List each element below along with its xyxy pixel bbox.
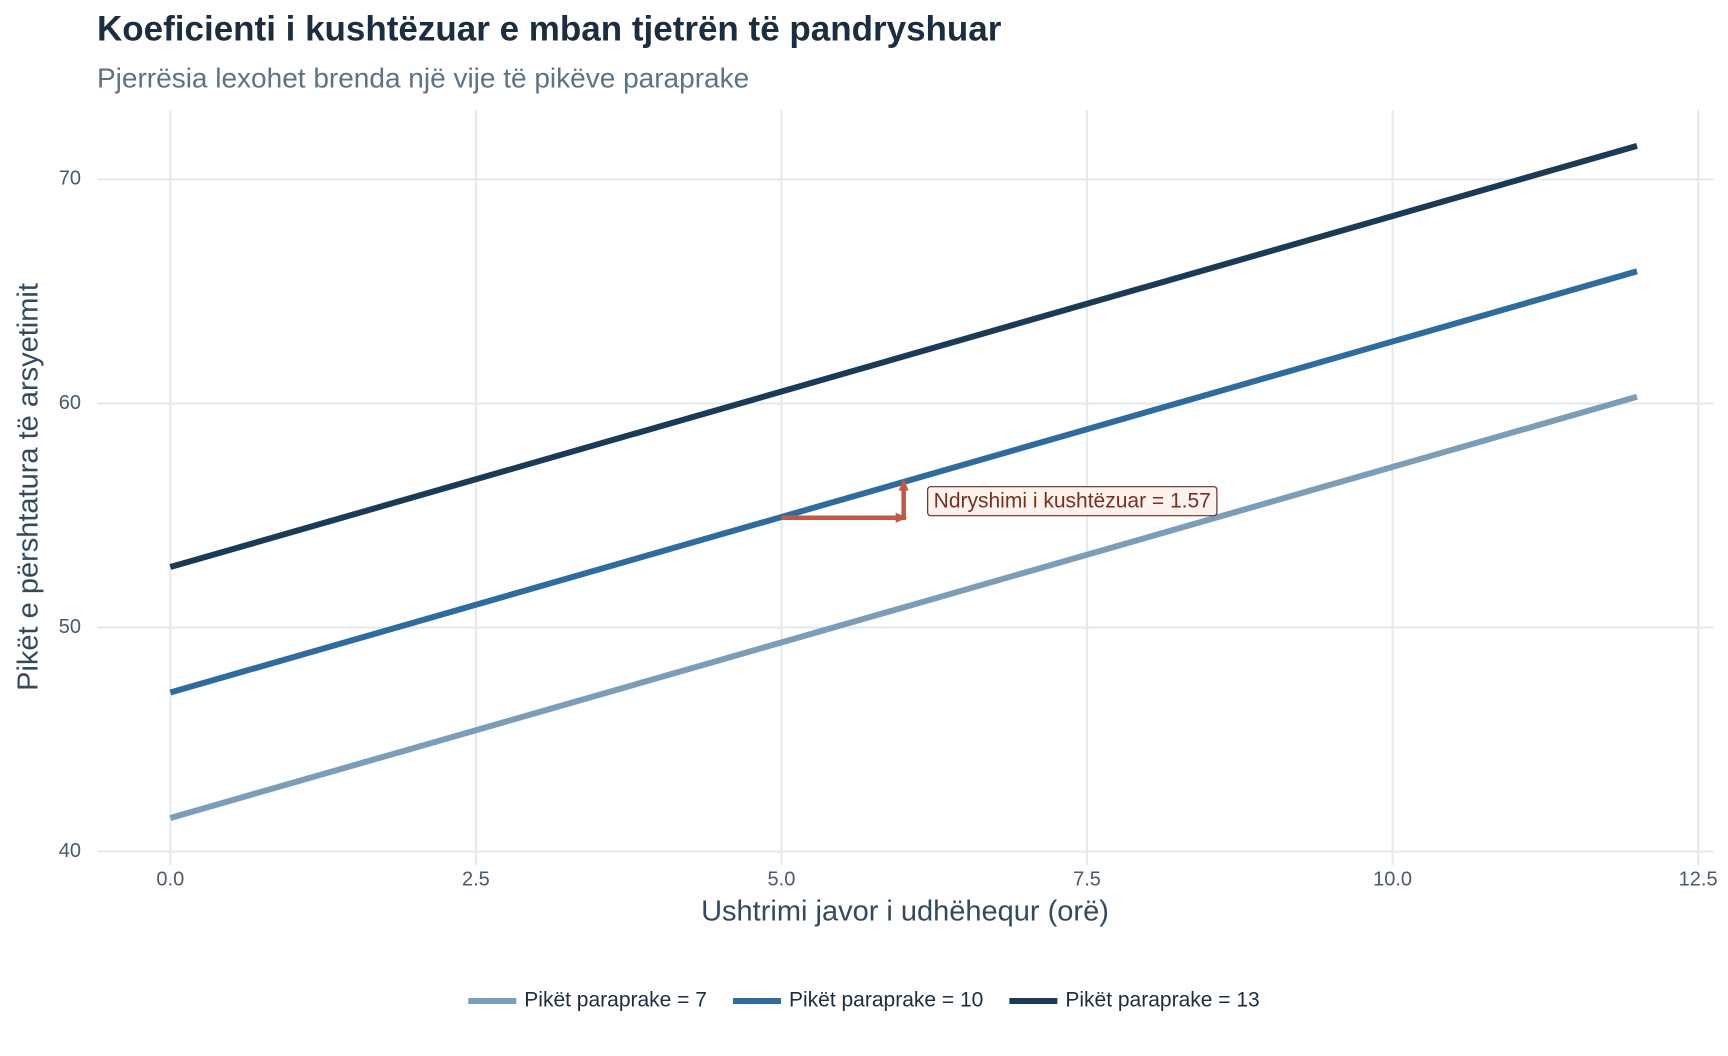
arrow-head <box>895 512 908 523</box>
annotation-box <box>927 486 1218 517</box>
y-tick-label: 60 <box>59 392 81 414</box>
arrow-head <box>898 478 909 491</box>
y-axis-label: Pikët e përshtatura të arsyetimit <box>13 283 45 691</box>
x-tick-label: 2.5 <box>462 868 490 890</box>
chart-title: Koeficienti i kushtëzuar e mban tjetrën … <box>97 9 1002 48</box>
x-axis-label: Ushtrimi javor i udhëhequr (orë) <box>701 896 1109 928</box>
legend-label: Pikët paraprake = 7 <box>524 989 707 1012</box>
y-tick-label: 50 <box>59 616 81 638</box>
x-tick-label: 0.0 <box>156 868 184 890</box>
legend-label: Pikët paraprake = 13 <box>1065 989 1259 1012</box>
series-line <box>169 393 1638 821</box>
annotation-label: Ndryshimi i kushtëzuar = 1.57 <box>934 490 1211 513</box>
series-line <box>169 142 1638 570</box>
legend-label: Pikët paraprake = 10 <box>789 989 983 1012</box>
y-tick-label: 40 <box>59 840 81 862</box>
y-tick-label: 70 <box>59 168 81 190</box>
chart-subtitle: Pjerrësia lexohet brenda një vije të pik… <box>97 62 749 93</box>
x-tick-label: 12.5 <box>1679 868 1718 890</box>
x-tick-label: 10.0 <box>1373 868 1412 890</box>
x-tick-label: 5.0 <box>768 868 796 890</box>
x-tick-label: 7.5 <box>1073 868 1101 890</box>
